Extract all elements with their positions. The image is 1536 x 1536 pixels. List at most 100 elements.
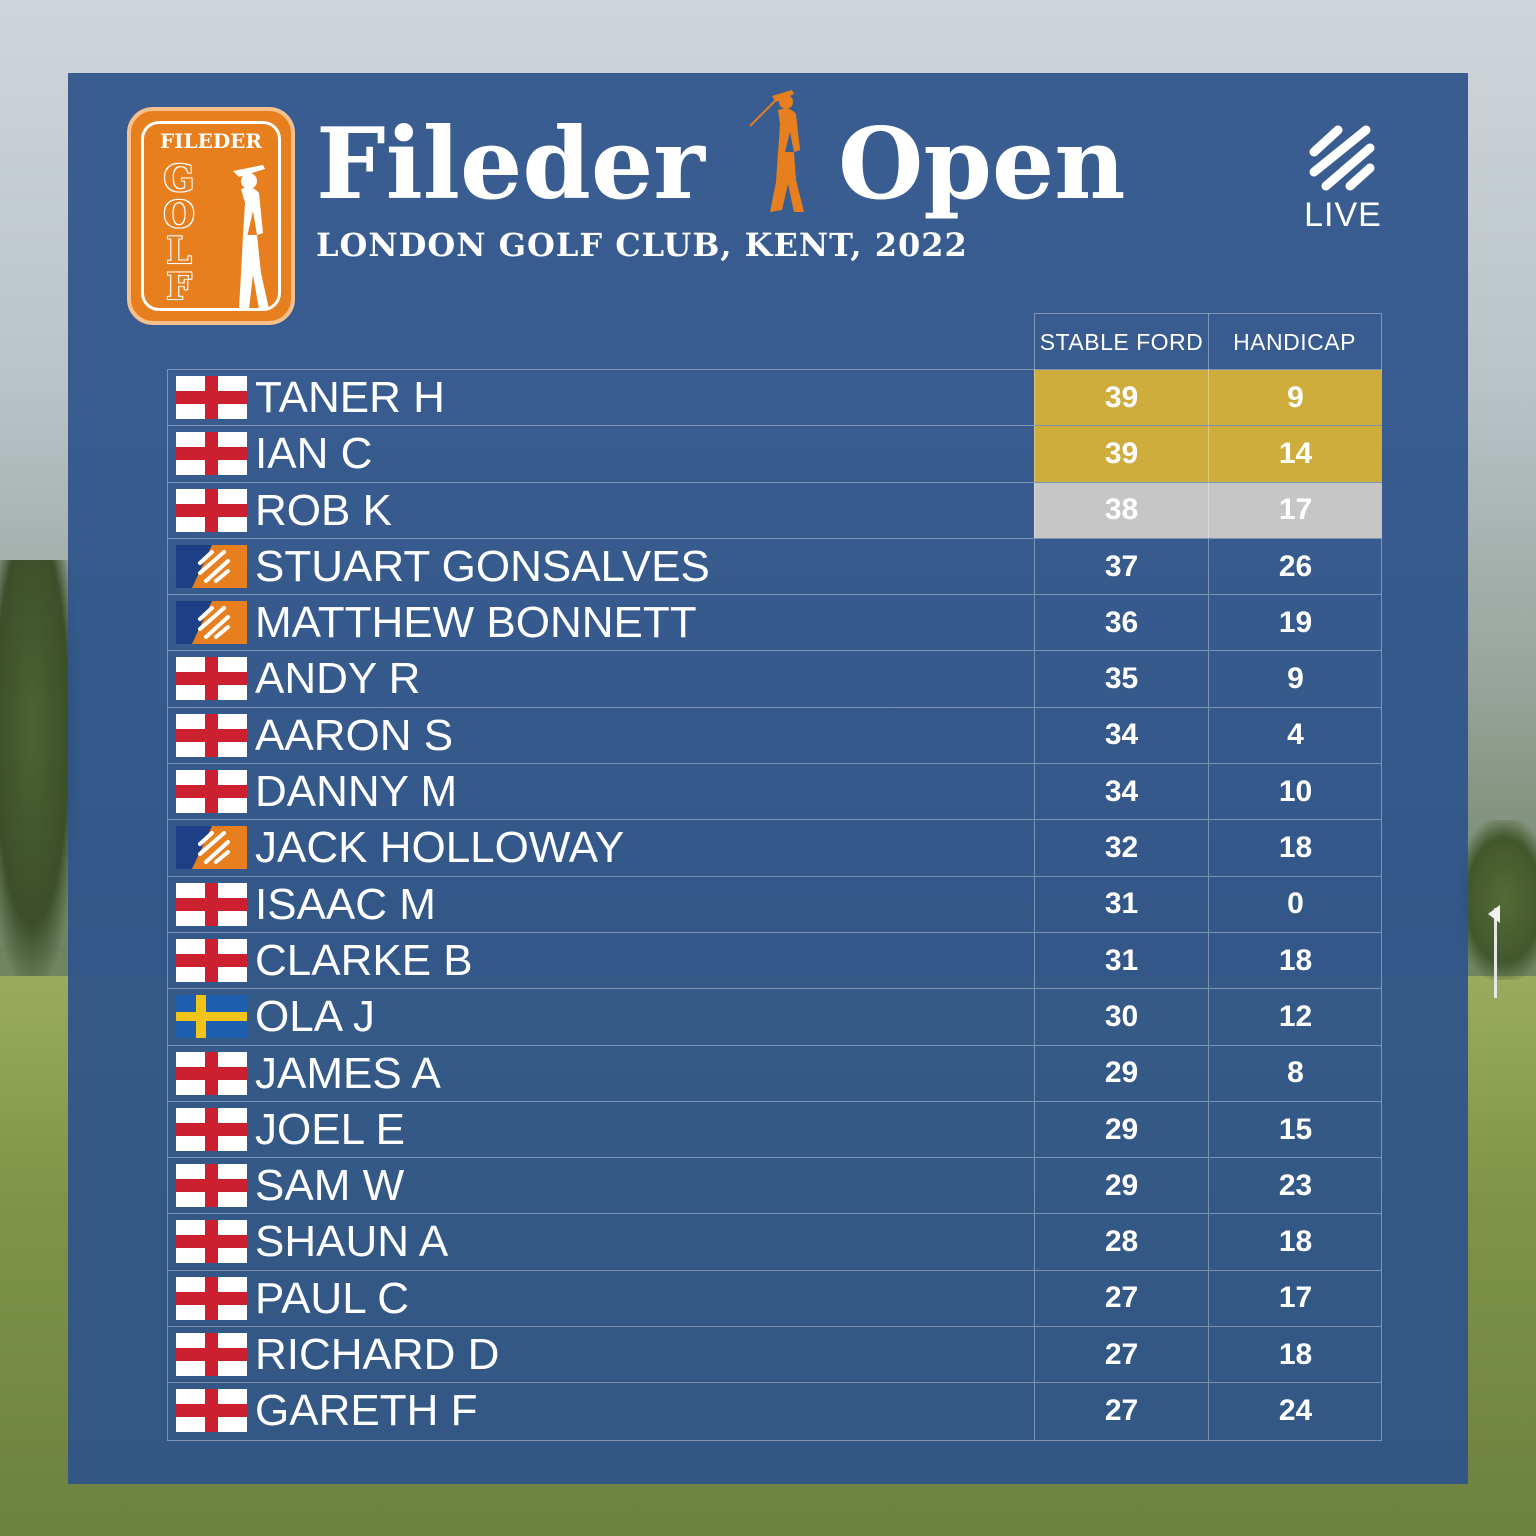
handicap-value: 23 <box>1208 1158 1382 1214</box>
table-row: DANNY M 34 10 <box>168 764 1381 821</box>
column-header-handicap: HANDICAP <box>1208 313 1382 370</box>
column-header-stableford: STABLE FORD <box>1034 313 1209 370</box>
table-row: ANDY R 35 9 <box>168 651 1382 708</box>
player-name: CLARKE B <box>255 935 473 985</box>
handicap-value: 15 <box>1208 1101 1382 1158</box>
badge-letter: G <box>163 158 195 200</box>
england-flag-icon <box>176 1276 247 1320</box>
stableford-score: 31 <box>1034 932 1208 989</box>
table-row: CLARKE B 31 18 <box>168 932 1382 990</box>
england-flag-icon <box>176 1220 247 1264</box>
player-name: STUART GONSALVES <box>255 541 710 591</box>
event-subtitle: LONDON GOLF CLUB, KENT, 2022 <box>316 226 968 264</box>
player-name: MATTHEW BONNETT <box>255 598 697 648</box>
flagstick-flag-icon <box>1488 905 1500 923</box>
england-flag-icon <box>176 1389 247 1433</box>
live-logo-flag-icon <box>176 826 247 870</box>
england-flag-icon <box>176 1333 247 1377</box>
handicap-value: 8 <box>1208 1045 1382 1101</box>
table-row: MATTHEW BONNETT 36 19 <box>168 595 1382 652</box>
table-row: AARON S 34 4 <box>168 707 1382 765</box>
england-flag-icon <box>176 882 247 926</box>
handicap-value: 24 <box>1208 1383 1382 1440</box>
handicap-value: 18 <box>1208 820 1382 876</box>
badge-letter: F <box>166 266 192 308</box>
stableford-score: 34 <box>1034 707 1208 764</box>
handicap-value: 19 <box>1208 595 1382 651</box>
sweden-flag-icon <box>176 995 247 1039</box>
stableford-score: 32 <box>1034 820 1208 876</box>
player-name: ISAAC M <box>255 879 436 929</box>
stableford-score: 39 <box>1034 426 1208 482</box>
badge-inner-border <box>141 121 281 311</box>
stableford-score: 28 <box>1034 1214 1208 1270</box>
player-name: JAMES A <box>255 1048 441 1098</box>
player-name: AARON S <box>255 710 454 760</box>
england-flag-icon <box>176 1051 247 1095</box>
player-name: GARETH F <box>255 1386 478 1436</box>
stableford-score: 29 <box>1034 1101 1208 1158</box>
england-flag-icon <box>176 938 247 982</box>
live-label: LIVE <box>1304 196 1382 234</box>
stableford-score: 27 <box>1034 1383 1208 1440</box>
england-flag-icon <box>176 713 247 757</box>
flagstick-pin <box>1494 908 1497 998</box>
stableford-score: 31 <box>1034 876 1208 932</box>
table-row: ISAAC M 31 0 <box>168 876 1382 933</box>
table-row: SHAUN A 28 18 <box>168 1214 1382 1271</box>
table-row: OLA J 30 12 <box>168 989 1382 1046</box>
england-flag-icon <box>176 376 247 419</box>
stableford-score: 30 <box>1034 989 1208 1045</box>
player-name: SAM W <box>255 1161 405 1211</box>
table-row: PAUL C 27 17 <box>168 1270 1381 1328</box>
badge-golf-letters: G O L F <box>159 161 199 305</box>
table-row: TANER H 39 9 <box>168 370 1382 427</box>
stableford-score: 37 <box>1034 538 1208 595</box>
player-name: JOEL E <box>255 1104 405 1154</box>
table-row: JAMES A 29 8 <box>168 1045 1382 1102</box>
player-name: IAN C <box>255 429 373 479</box>
table-row: ROB K 38 17 <box>168 482 1382 539</box>
title-word-fileder: Fileder <box>316 107 705 222</box>
handicap-value: 17 <box>1208 482 1382 538</box>
stableford-score: 29 <box>1034 1158 1208 1214</box>
fileder-golf-badge-logo: FILEDER G O L F <box>127 107 295 325</box>
handicap-value: 12 <box>1208 989 1382 1045</box>
live-logo-flag-icon <box>176 601 247 645</box>
stableford-score: 27 <box>1034 1327 1208 1383</box>
badge-top-text: FILEDER <box>159 129 263 153</box>
table-row: IAN C 39 14 <box>168 426 1382 483</box>
england-flag-icon <box>176 432 247 476</box>
handicap-value: 9 <box>1208 370 1382 426</box>
orange-golfer-icon <box>749 90 804 212</box>
title-word-open: Open <box>838 107 1126 222</box>
player-name: ROB K <box>255 485 392 535</box>
handicap-value: 18 <box>1208 1327 1382 1383</box>
handicap-value: 14 <box>1208 426 1382 482</box>
england-flag-icon <box>176 770 247 814</box>
handicap-value: 18 <box>1208 932 1382 989</box>
stableford-score: 38 <box>1034 482 1208 538</box>
badge-letter: O <box>163 194 195 236</box>
stableford-score: 29 <box>1034 1045 1208 1101</box>
handicap-value: 9 <box>1208 651 1382 707</box>
player-name: ANDY R <box>255 654 421 704</box>
player-name: OLA J <box>255 992 375 1042</box>
england-flag-icon <box>176 488 247 532</box>
handicap-value: 18 <box>1208 1214 1382 1270</box>
handicap-value: 26 <box>1208 538 1382 595</box>
table-row: JACK HOLLOWAY 32 18 <box>168 820 1382 877</box>
player-name: SHAUN A <box>255 1217 449 1267</box>
table-row: RICHARD D 27 18 <box>168 1327 1382 1384</box>
england-flag-icon <box>176 657 247 701</box>
player-name: RICHARD D <box>255 1330 500 1380</box>
badge-letter: L <box>166 230 192 272</box>
table-row: STUART GONSALVES 37 26 <box>168 538 1382 596</box>
england-flag-icon <box>176 1164 247 1208</box>
handicap-value: 0 <box>1208 876 1382 932</box>
england-flag-icon <box>176 1107 247 1151</box>
player-name: PAUL C <box>255 1273 410 1323</box>
stableford-score: 34 <box>1034 764 1208 820</box>
table-row: SAM W 29 23 <box>168 1158 1382 1215</box>
handicap-value: 4 <box>1208 707 1382 764</box>
